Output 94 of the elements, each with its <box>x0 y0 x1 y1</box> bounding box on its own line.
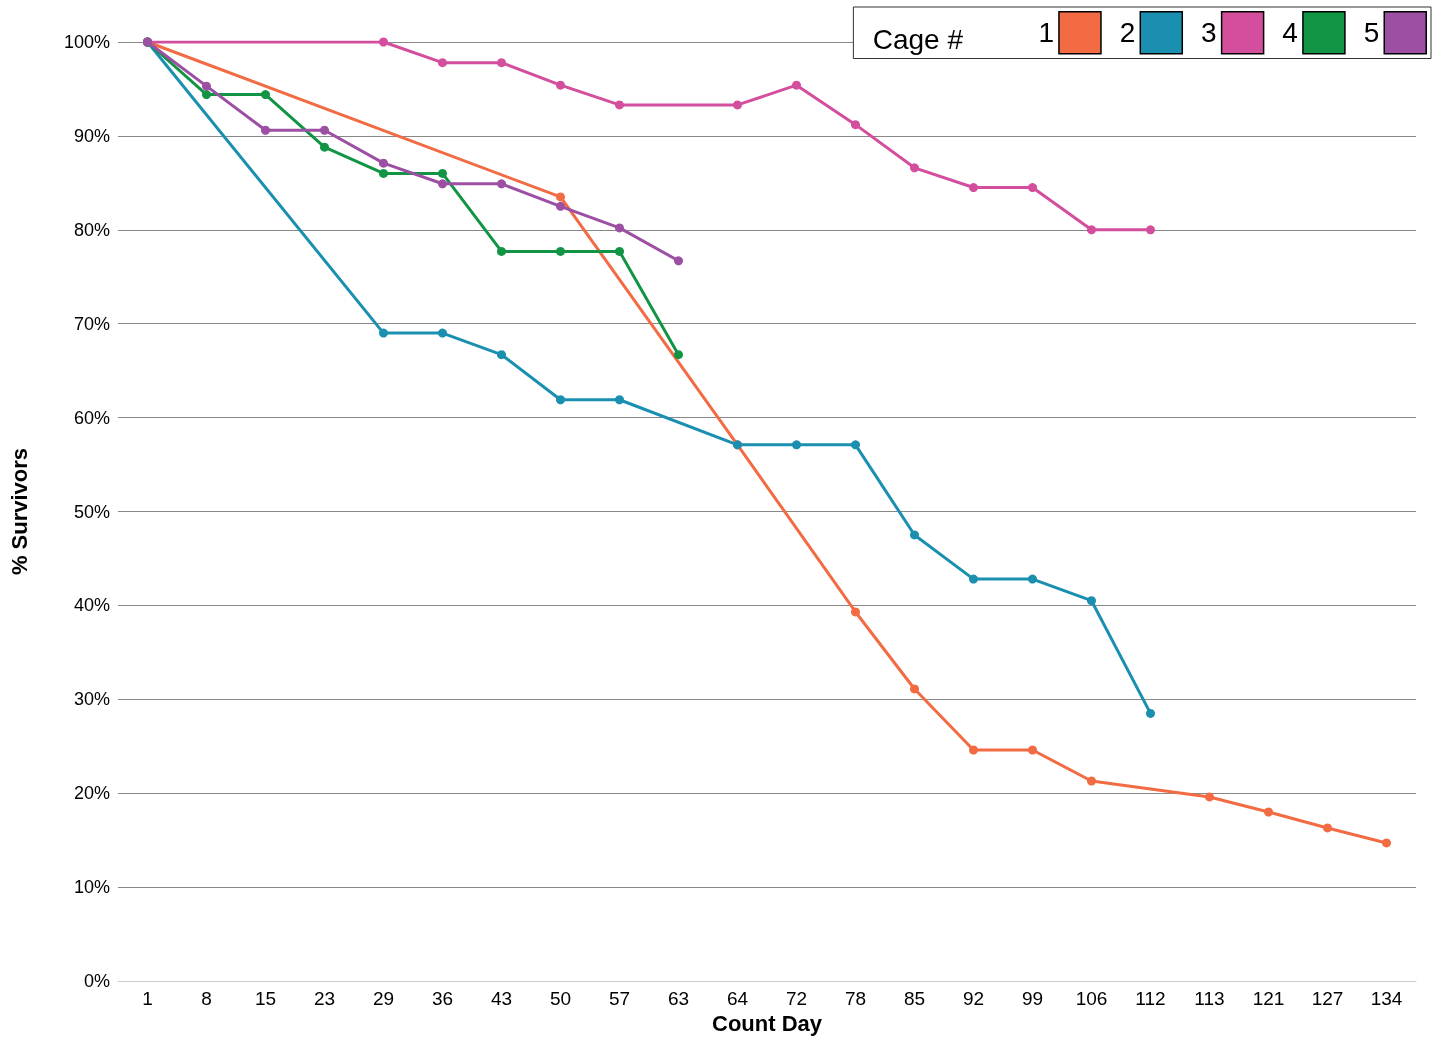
y-tick-label: 0% <box>83 971 110 991</box>
y-tick-label: 100% <box>63 32 110 52</box>
x-tick-label: 15 <box>254 988 277 1009</box>
x-tick-label: 85 <box>903 988 926 1009</box>
y-tick-label: 20% <box>73 783 110 804</box>
point <box>1028 745 1037 755</box>
point <box>438 58 447 68</box>
point <box>615 246 624 256</box>
x-tick-label: 64 <box>726 988 749 1009</box>
point <box>969 574 978 584</box>
y-axis-title: % Survivors <box>6 447 32 576</box>
x-tick-label: 8 <box>201 988 212 1009</box>
point <box>851 607 860 617</box>
x-tick-label: 121 <box>1252 988 1285 1009</box>
x-tick-label: 127 <box>1311 988 1344 1009</box>
legend-label: 2 <box>1119 17 1136 49</box>
point <box>497 350 506 360</box>
x-tick-label: 43 <box>490 988 513 1009</box>
point <box>1146 708 1155 718</box>
y-tick-label: 80% <box>73 219 110 240</box>
x-tick-label: 99 <box>1021 988 1044 1009</box>
point <box>1382 838 1391 848</box>
point <box>792 440 801 450</box>
point <box>1028 183 1037 193</box>
x-tick-label: 29 <box>372 988 395 1009</box>
x-tick-label: 106 <box>1075 988 1108 1009</box>
point <box>438 179 447 189</box>
point <box>379 158 388 168</box>
point <box>851 440 860 450</box>
point <box>615 223 624 233</box>
x-tick-label: 50 <box>549 988 572 1009</box>
point <box>320 125 329 135</box>
point <box>1087 596 1096 606</box>
y-tick-label: 50% <box>73 501 110 522</box>
point <box>438 328 447 338</box>
legend-label: 4 <box>1282 17 1298 49</box>
point <box>1087 776 1096 786</box>
y-tick-label: 60% <box>73 407 110 428</box>
point <box>851 120 860 130</box>
x-tick-label: 1 <box>142 988 153 1009</box>
x-tick-label: 112 <box>1135 988 1166 1009</box>
y-tick-label: 30% <box>73 689 110 710</box>
point <box>615 395 624 405</box>
point <box>320 142 329 152</box>
y-tick-label: 70% <box>73 313 110 334</box>
y-tick-label: 40% <box>73 595 110 616</box>
point <box>969 745 978 755</box>
point <box>910 163 919 173</box>
point <box>615 100 624 110</box>
x-tick-label: 36 <box>431 988 454 1009</box>
point <box>1087 225 1096 235</box>
x-tick-label: 78 <box>844 988 867 1009</box>
x-tick-label: 92 <box>962 988 985 1009</box>
y-tick-label: 10% <box>73 877 110 898</box>
point <box>556 246 565 256</box>
x-tick-label: 63 <box>667 988 690 1009</box>
point <box>910 530 919 540</box>
point <box>1028 574 1037 584</box>
point <box>556 395 565 405</box>
point <box>556 201 565 211</box>
x-tick-label: 113 <box>1194 988 1225 1009</box>
x-tick-label: 72 <box>785 988 808 1009</box>
point <box>910 684 919 694</box>
point <box>1323 823 1332 833</box>
point <box>438 168 447 178</box>
point <box>792 80 801 90</box>
point <box>261 125 270 135</box>
point <box>969 183 978 193</box>
point <box>1264 807 1273 817</box>
legend-label: 1 <box>1038 17 1054 49</box>
point <box>1146 225 1155 235</box>
x-axis-title: Count Day <box>712 1011 823 1037</box>
point <box>674 350 683 360</box>
point <box>497 58 506 68</box>
point <box>379 168 388 178</box>
point <box>497 179 506 189</box>
x-tick-label: 23 <box>313 988 336 1009</box>
legend-title: Cage # <box>872 23 964 55</box>
legend-label: 5 <box>1363 17 1380 49</box>
point <box>733 100 742 110</box>
legend-label: 3 <box>1201 17 1217 49</box>
point <box>261 90 270 100</box>
point <box>379 328 388 338</box>
point <box>379 37 388 47</box>
y-tick-label: 90% <box>73 125 110 146</box>
point <box>556 80 565 90</box>
x-tick-label: 57 <box>608 988 631 1009</box>
point <box>556 192 565 202</box>
point <box>674 256 683 266</box>
point <box>202 81 211 91</box>
point <box>497 246 506 256</box>
x-tick-label: 134 <box>1370 988 1403 1009</box>
point <box>1205 792 1214 802</box>
point <box>202 90 211 100</box>
